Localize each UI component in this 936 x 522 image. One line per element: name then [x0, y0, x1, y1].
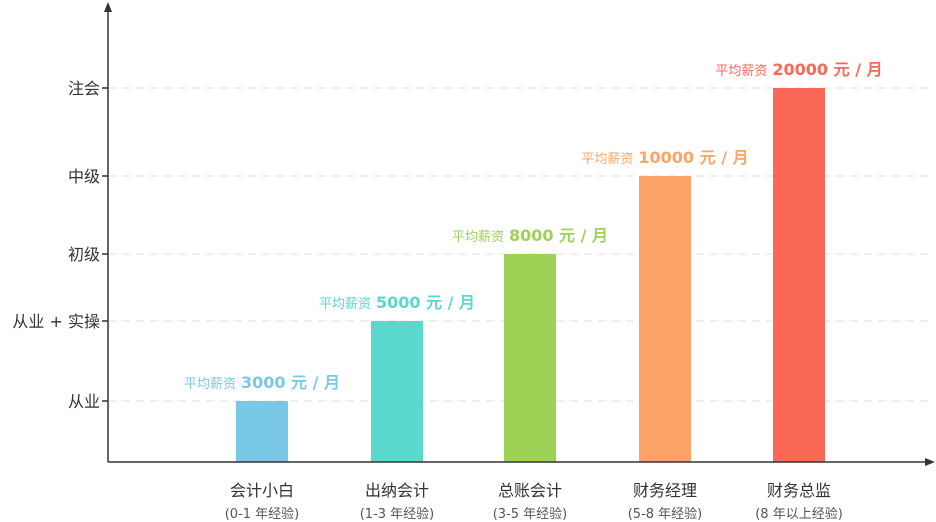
bar-label: 平均薪资 20000 元 / 月: [715, 60, 882, 79]
bar: [371, 321, 423, 462]
bar-label-value: 8000 元 / 月: [509, 226, 608, 245]
y-tick-label: 从业: [68, 392, 100, 411]
y-tick-label: 初级: [68, 245, 100, 264]
bar-label: 平均薪资 8000 元 / 月: [452, 226, 608, 245]
bar-label: 平均薪资 5000 元 / 月: [319, 293, 475, 312]
bar-label: 平均薪资 3000 元 / 月: [184, 373, 340, 392]
x-tick-label: 出纳会计: [365, 481, 429, 500]
x-tick-label: 总账会计: [498, 481, 562, 500]
x-tick-label: 财务总监: [767, 481, 831, 500]
y-tick-label: 中级: [68, 167, 100, 186]
axes: [104, 2, 935, 466]
y-tick-label: 从业 + 实操: [12, 312, 100, 331]
bar-label-value: 3000 元 / 月: [241, 373, 340, 392]
y-tick-label: 注会: [68, 79, 100, 98]
x-tick-sublabel: (1-3 年经验): [360, 506, 435, 522]
x-tick-sublabel: (3-5 年经验): [493, 506, 568, 522]
x-tick-sublabel: (0-1 年经验): [225, 506, 300, 522]
y-axis-arrow: [104, 2, 112, 12]
bar-label: 平均薪资 10000 元 / 月: [581, 148, 748, 167]
x-tick-label: 会计小白: [230, 481, 294, 500]
x-tick-sublabel: (5-8 年经验): [628, 506, 703, 522]
bar-label-prefix: 平均薪资: [581, 152, 633, 167]
x-tick-sublabel: (8 年以上经验): [755, 506, 843, 522]
bar: [504, 254, 556, 462]
bar-label-prefix: 平均薪资: [319, 297, 371, 312]
bar-label-prefix: 平均薪资: [184, 377, 236, 392]
x-tick-labels: 会计小白 (0-1 年经验) 出纳会计 (1-3 年经验) 总账会计 (3-5 年经验) 财…: [225, 481, 843, 522]
bars: [236, 88, 825, 462]
bar-label-prefix: 平均薪资: [715, 64, 767, 79]
bar-label-value: 10000 元 / 月: [638, 148, 748, 167]
x-axis-arrow: [925, 458, 935, 466]
y-tick-labels: 从业 从业 + 实操 初级 中级 注会: [12, 79, 100, 411]
bar-label-prefix: 平均薪资: [452, 230, 504, 245]
bar: [639, 176, 691, 462]
bar: [236, 401, 288, 462]
bar-label-value: 20000 元 / 月: [772, 60, 882, 79]
bar-label-value: 5000 元 / 月: [376, 293, 475, 312]
bar: [773, 88, 825, 462]
x-tick-label: 财务经理: [633, 481, 697, 500]
